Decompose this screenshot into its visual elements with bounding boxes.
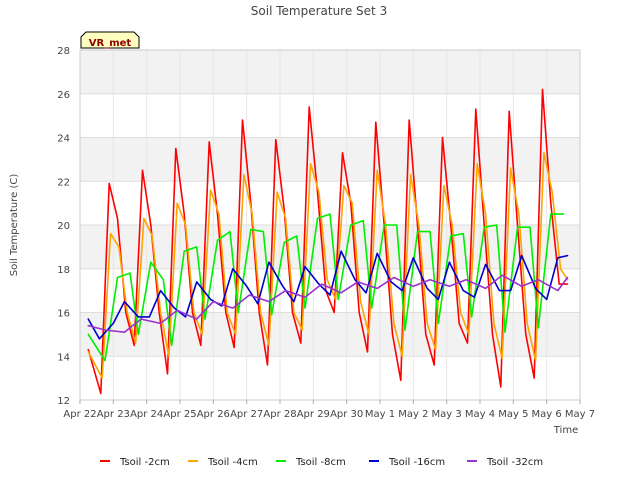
y-tick-label: 14 xyxy=(57,352,70,363)
background-band xyxy=(80,137,580,182)
background-band xyxy=(80,356,580,400)
x-tick-label: Apr 28 xyxy=(263,409,296,420)
legend-label: Tsoil -2cm xyxy=(119,457,170,468)
badge-label: VR_met xyxy=(89,38,132,49)
y-tick-label: 28 xyxy=(57,46,70,57)
series-line-tsoil-8cm xyxy=(87,213,565,362)
legend-item: Tsoil -4cm xyxy=(188,457,258,468)
legend-item: Tsoil -8cm xyxy=(276,457,346,468)
chart-title: Soil Temperature Set 3 xyxy=(251,4,387,18)
legend-label: Tsoil -16cm xyxy=(388,457,445,468)
x-tick-label: May 3 xyxy=(432,409,462,420)
legend-label: Tsoil -8cm xyxy=(295,457,346,468)
background-band xyxy=(80,268,580,313)
y-tick-label: 16 xyxy=(57,309,70,320)
x-tick-label: Apr 27 xyxy=(230,409,263,420)
x-axis-label: Time xyxy=(553,425,578,436)
y-tick-label: 18 xyxy=(57,265,70,276)
y-tick-label: 12 xyxy=(57,396,70,407)
legend-item: Tsoil -32cm xyxy=(467,457,543,468)
background-band xyxy=(80,93,580,138)
x-tick-label: Apr 30 xyxy=(330,409,363,420)
y-tick-label: 26 xyxy=(57,90,70,101)
legend: Tsoil -2cm Tsoil -4cm Tsoil -8cm Tsoil -16c… xyxy=(100,457,543,468)
x-tick-label: Apr 25 xyxy=(163,409,196,420)
y-axis-label: Soil Temperature (C) xyxy=(9,174,20,277)
x-tick-label: Apr 26 xyxy=(197,409,230,420)
y-tick-label: 22 xyxy=(57,177,70,188)
x-tick-label: May 5 xyxy=(498,409,528,420)
legend-label: Tsoil -32cm xyxy=(486,457,543,468)
x-axis-ticks: Apr 22 Apr 23 Apr 24 Apr 25 Apr 26 Apr 27 Apr … xyxy=(63,400,595,420)
x-tick-label: Apr 29 xyxy=(297,409,330,420)
series-line-tsoil-32cm xyxy=(87,274,569,334)
x-tick-label: Apr 23 xyxy=(97,409,130,420)
legend-item: Tsoil -16cm xyxy=(369,457,445,468)
legend-label: Tsoil -4cm xyxy=(207,457,258,468)
series-lines xyxy=(87,88,569,395)
station-badge: VR_met xyxy=(80,31,140,49)
x-tick-label: May 6 xyxy=(532,409,562,420)
x-tick-label: May 4 xyxy=(465,409,495,420)
background-band xyxy=(80,312,580,357)
x-tick-label: May 7 xyxy=(565,409,595,420)
x-tick-label: Apr 24 xyxy=(130,409,163,420)
y-tick-label: 20 xyxy=(57,221,70,232)
series-line-tsoil-16cm xyxy=(87,250,569,340)
y-axis-ticks: 12 14 16 18 20 22 24 26 28 xyxy=(57,46,70,407)
series-line-tsoil-2cm xyxy=(87,88,569,395)
plot-frame xyxy=(79,49,581,401)
y-tick-label: 24 xyxy=(57,134,70,145)
x-tick-label: May 2 xyxy=(398,409,428,420)
x-tick-label: Apr 22 xyxy=(63,409,96,420)
background-band xyxy=(80,50,580,94)
legend-item: Tsoil -2cm xyxy=(100,457,170,468)
x-tick-label: May 1 xyxy=(365,409,395,420)
